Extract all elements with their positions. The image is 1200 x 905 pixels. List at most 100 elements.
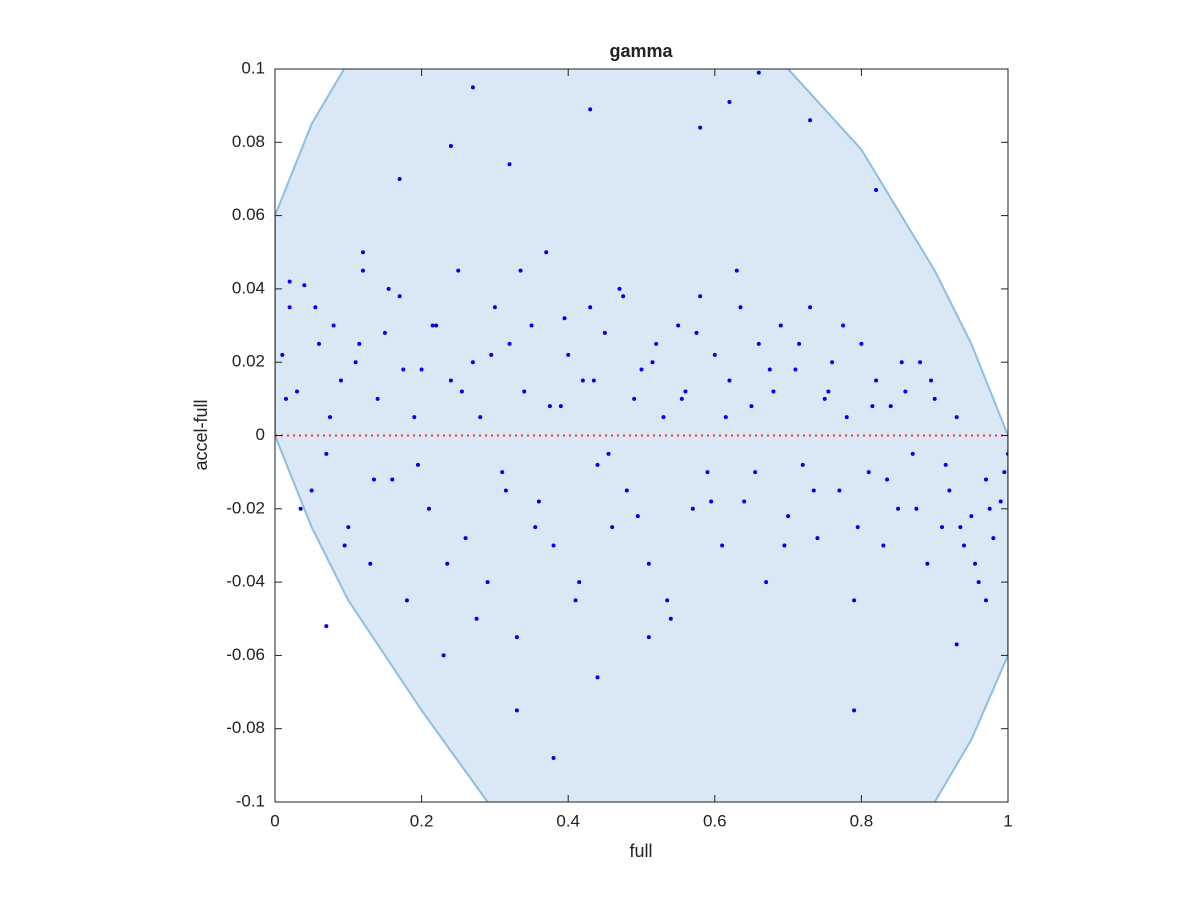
data-point bbox=[1002, 470, 1007, 475]
data-point bbox=[503, 488, 508, 493]
y-tick-label: -0.06 bbox=[226, 645, 265, 664]
data-point bbox=[580, 378, 585, 383]
data-point bbox=[287, 305, 292, 310]
data-point bbox=[756, 341, 761, 346]
data-point bbox=[698, 294, 703, 299]
data-point bbox=[386, 286, 391, 291]
data-point bbox=[998, 499, 1003, 504]
data-point bbox=[705, 470, 710, 475]
data-point bbox=[910, 451, 915, 456]
data-point bbox=[324, 451, 329, 456]
data-point bbox=[786, 514, 791, 519]
data-point bbox=[855, 525, 860, 530]
data-point bbox=[808, 305, 813, 310]
data-point bbox=[327, 415, 332, 420]
data-point bbox=[338, 378, 343, 383]
data-point bbox=[316, 341, 321, 346]
data-point bbox=[489, 352, 494, 357]
y-tick-label: -0.02 bbox=[226, 498, 265, 517]
data-point bbox=[797, 341, 802, 346]
data-point bbox=[547, 404, 552, 409]
data-point bbox=[632, 396, 637, 401]
data-point bbox=[577, 580, 582, 585]
data-point bbox=[500, 470, 505, 475]
y-tick-label: 0.04 bbox=[232, 278, 265, 297]
data-point bbox=[962, 543, 967, 548]
data-point bbox=[654, 341, 659, 346]
y-tick-label: 0.06 bbox=[232, 205, 265, 224]
y-tick-label: 0.02 bbox=[232, 352, 265, 371]
data-point bbox=[298, 506, 303, 511]
data-point bbox=[463, 536, 468, 541]
data-point bbox=[456, 268, 461, 273]
data-point bbox=[478, 415, 483, 420]
data-point bbox=[558, 404, 563, 409]
data-point bbox=[573, 598, 578, 603]
data-point bbox=[591, 378, 596, 383]
data-point bbox=[419, 367, 424, 372]
data-point bbox=[800, 462, 805, 467]
data-point bbox=[925, 561, 930, 566]
data-point bbox=[914, 506, 919, 511]
data-point bbox=[665, 598, 670, 603]
data-point bbox=[676, 323, 681, 328]
data-point bbox=[650, 360, 655, 365]
data-point bbox=[448, 378, 453, 383]
data-point bbox=[588, 305, 593, 310]
data-point bbox=[514, 708, 519, 713]
data-point bbox=[492, 305, 497, 310]
data-point bbox=[874, 187, 879, 192]
data-point bbox=[973, 561, 978, 566]
data-point bbox=[969, 514, 974, 519]
data-point bbox=[698, 125, 703, 130]
data-point bbox=[932, 396, 937, 401]
chart-title: gamma bbox=[609, 41, 673, 61]
data-point bbox=[778, 323, 783, 328]
y-tick-label: -0.08 bbox=[226, 718, 265, 737]
data-point bbox=[621, 294, 626, 299]
y-axis-label: accel-full bbox=[191, 399, 211, 470]
x-tick-label: 1 bbox=[1003, 811, 1012, 830]
data-point bbox=[811, 488, 816, 493]
data-point bbox=[866, 470, 871, 475]
x-tick-label: 0.2 bbox=[410, 811, 434, 830]
data-point bbox=[668, 616, 673, 621]
data-point bbox=[874, 378, 879, 383]
data-point bbox=[896, 506, 901, 511]
data-point bbox=[782, 543, 787, 548]
data-point bbox=[595, 462, 600, 467]
data-point bbox=[353, 360, 358, 365]
y-tick-label: 0.1 bbox=[241, 58, 265, 77]
data-point bbox=[767, 367, 772, 372]
data-point bbox=[918, 360, 923, 365]
data-point bbox=[401, 367, 406, 372]
x-tick-label: 0.8 bbox=[850, 811, 874, 830]
data-point bbox=[445, 561, 450, 566]
data-point bbox=[852, 598, 857, 603]
data-point bbox=[764, 580, 769, 585]
data-point bbox=[709, 499, 714, 504]
data-point bbox=[518, 268, 523, 273]
data-point bbox=[723, 415, 728, 420]
data-point bbox=[991, 536, 996, 541]
data-point bbox=[727, 99, 732, 104]
data-point bbox=[470, 360, 475, 365]
axes: 0 0.2 0.4 0.6 0.8 1 -0.1 -0.08 -0.06 -0.04 -0.02 0 0… bbox=[226, 58, 1012, 830]
data-point bbox=[808, 118, 813, 123]
data-point bbox=[412, 415, 417, 420]
data-point bbox=[954, 642, 959, 647]
x-axis-label: full bbox=[629, 841, 652, 861]
data-point bbox=[837, 488, 842, 493]
data-point bbox=[294, 389, 299, 394]
data-point bbox=[459, 389, 464, 394]
data-point bbox=[415, 462, 420, 467]
data-point bbox=[976, 580, 981, 585]
data-point bbox=[859, 341, 864, 346]
data-point bbox=[738, 305, 743, 310]
data-point bbox=[533, 525, 538, 530]
data-point bbox=[881, 543, 886, 548]
data-point bbox=[283, 396, 288, 401]
data-point bbox=[566, 352, 571, 357]
data-point bbox=[690, 506, 695, 511]
